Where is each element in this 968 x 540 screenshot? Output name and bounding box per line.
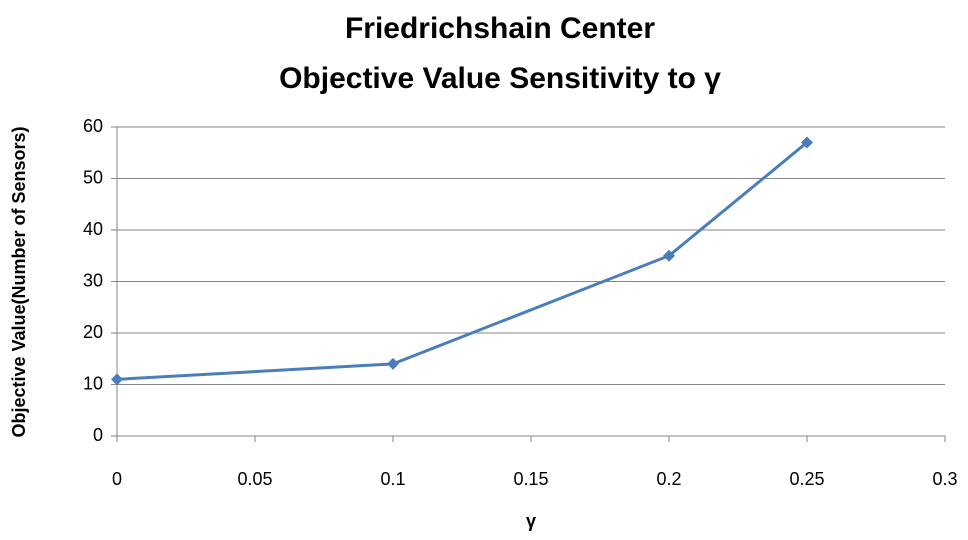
x-tick-label: 0.15 xyxy=(513,469,548,489)
marker xyxy=(801,136,813,149)
x-tick-label: 0.2 xyxy=(656,469,681,489)
line xyxy=(116,141,808,381)
y-tick-label: 0 xyxy=(93,425,103,445)
marker xyxy=(387,357,399,370)
y-axis-label: Objective Value(Number of Sensors) xyxy=(9,126,29,437)
x-tick-label: 0.25 xyxy=(789,469,824,489)
x-tick-label: 0.3 xyxy=(932,469,957,489)
chart-subtitle: Objective Value Sensitivity to γ xyxy=(279,62,721,95)
chart-title: Friedrichshain Center xyxy=(345,12,655,45)
x-tick-label: 0.1 xyxy=(380,469,405,489)
y-tick-label: 60 xyxy=(83,116,103,136)
marker xyxy=(663,249,675,262)
x-axis-label: γ xyxy=(526,511,536,531)
x-tick-label: 0 xyxy=(112,469,122,489)
y-tick-label: 10 xyxy=(83,373,103,393)
y-tick-label: 40 xyxy=(83,219,103,239)
x-tick-label: 0.05 xyxy=(237,469,272,489)
y-tick-label: 30 xyxy=(83,270,103,290)
y-tick-label: 50 xyxy=(83,167,103,187)
y-tick-label: 20 xyxy=(83,322,103,342)
marker xyxy=(111,373,123,386)
